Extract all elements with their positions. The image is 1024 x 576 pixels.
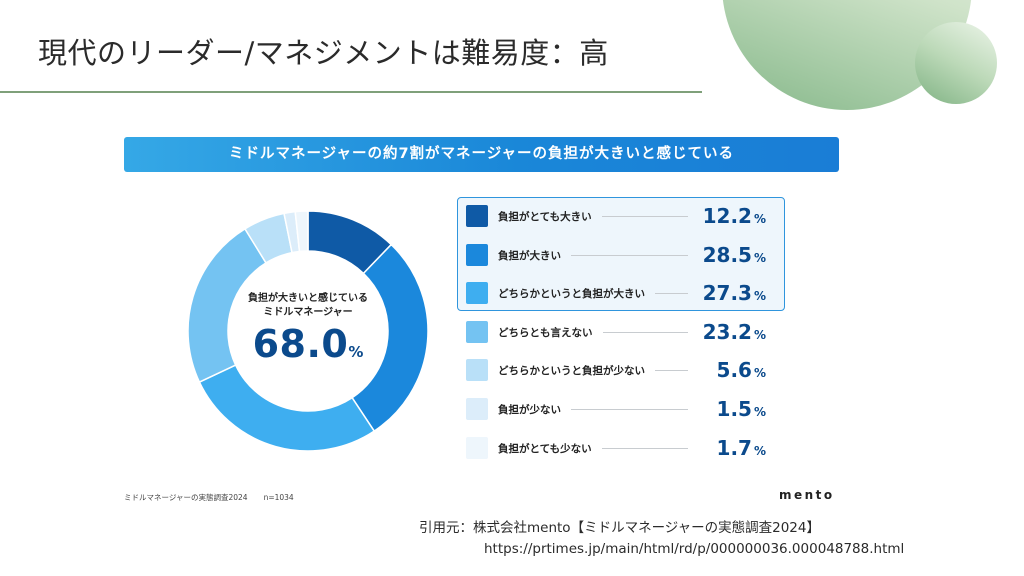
survey-name: ミドルマネージャーの実態調査2024 — [124, 493, 248, 502]
legend-value-unit-4: % — [753, 327, 766, 342]
decorative-circle-small — [915, 22, 997, 104]
legend-label-5: どちらかというと負担が少ない — [498, 365, 645, 378]
legend-swatch-2 — [466, 243, 488, 266]
legend-label-4: どちらとも言えない — [498, 326, 593, 339]
legend-value-6: 1.5% — [686, 397, 766, 421]
center-caption-line1: 負担が大きいと感じている — [248, 293, 368, 304]
legend-value-7: 1.7% — [686, 436, 766, 460]
legend-swatch-4 — [466, 320, 488, 343]
chart-title-banner: ミドルマネージャーの約7割がマネージャーの負担が大きいと感じている — [124, 137, 839, 172]
brand-logo: mento — [779, 488, 835, 502]
legend-item-7: 負担がとても少ない 1.7% — [466, 435, 778, 461]
legend-swatch-5 — [466, 359, 488, 382]
legend-value-number-1: 12.2 — [702, 204, 752, 228]
legend-value-number-6: 1.5 — [716, 397, 752, 421]
legend-value-number-5: 5.6 — [716, 358, 752, 383]
legend-leader-line-5 — [655, 370, 688, 372]
center-value-unit: % — [348, 343, 364, 361]
legend-value-unit-1: % — [753, 212, 766, 226]
legend-label-3: どちらかというと負担が大きい — [498, 288, 645, 301]
source-url[interactable]: https://prtimes.jp/main/html/rd/p/000000… — [484, 541, 905, 557]
legend: 負担がとても大きい 12.2% 負担が大きい 28.5% どちらかというと負担が大きい 2… — [466, 0, 786, 576]
legend-swatch-1 — [466, 205, 488, 227]
title-divider — [0, 91, 702, 93]
legend-item-4: どちらとも言えない 23.2% — [466, 319, 778, 345]
legend-item-6: 負担が少ない 1.5% — [466, 396, 778, 422]
legend-value-1: 12.2% — [686, 204, 766, 228]
legend-value-4: 23.2% — [686, 320, 766, 344]
legend-label-7: 負担がとても少ない — [498, 442, 592, 455]
legend-item-3: どちらかというと負担が大きい 27.3% — [466, 280, 778, 306]
chart-footnote: ミドルマネージャーの実態調査2024 n=1034 — [124, 492, 294, 503]
legend-item-1: 負担がとても大きい 12.2% — [466, 203, 778, 229]
legend-value-unit-6: % — [753, 405, 766, 419]
legend-leader-line-1 — [601, 216, 688, 217]
legend-leader-line-3 — [655, 293, 688, 295]
legend-item-2: 負担が大きい 28.5% — [466, 242, 778, 268]
legend-label-1: 負担がとても大きい — [498, 211, 592, 223]
donut-center-caption: 負担が大きいと感じている ミドルマネージャー — [236, 292, 380, 320]
center-caption-line2: ミドルマネージャー — [263, 307, 353, 318]
legend-label-6: 負担が少ない — [498, 404, 561, 416]
legend-value-number-7: 1.7 — [716, 435, 752, 460]
legend-value-3: 27.3% — [686, 281, 766, 305]
citation-text: 引用元：株式会社mento【ミドルマネージャーの実態調査2024】 — [419, 520, 820, 536]
donut-slice-3 — [198, 364, 376, 452]
legend-value-5: 5.6% — [686, 358, 766, 382]
sample-size: n=1034 — [263, 493, 294, 502]
legend-value-unit-3: % — [753, 289, 766, 304]
legend-leader-line-6 — [571, 409, 688, 410]
donut-slice-7 — [294, 210, 309, 253]
legend-leader-line-4 — [602, 331, 688, 333]
page-title: 現代のリーダー/マネジメントは難易度：高 — [38, 36, 609, 70]
legend-value-number-2: 28.5 — [702, 242, 752, 267]
legend-value-2: 28.5% — [686, 243, 766, 267]
donut-chart — [187, 210, 429, 452]
donut-center-value: 68.0% — [236, 322, 380, 366]
legend-value-number-3: 27.3 — [702, 281, 752, 306]
legend-label-2: 負担が大きい — [498, 249, 561, 262]
legend-value-unit-7: % — [753, 443, 766, 458]
legend-value-unit-5: % — [753, 366, 766, 381]
legend-swatch-3 — [466, 282, 488, 305]
legend-swatch-6 — [466, 398, 488, 420]
center-value-number: 68.0 — [252, 322, 349, 366]
legend-value-number-4: 23.2 — [702, 319, 752, 344]
legend-value-unit-2: % — [753, 250, 766, 265]
legend-leader-line-7 — [601, 447, 688, 449]
legend-item-5: どちらかというと負担が少ない 5.6% — [466, 357, 778, 383]
legend-leader-line-2 — [571, 254, 688, 256]
legend-swatch-7 — [466, 436, 488, 459]
